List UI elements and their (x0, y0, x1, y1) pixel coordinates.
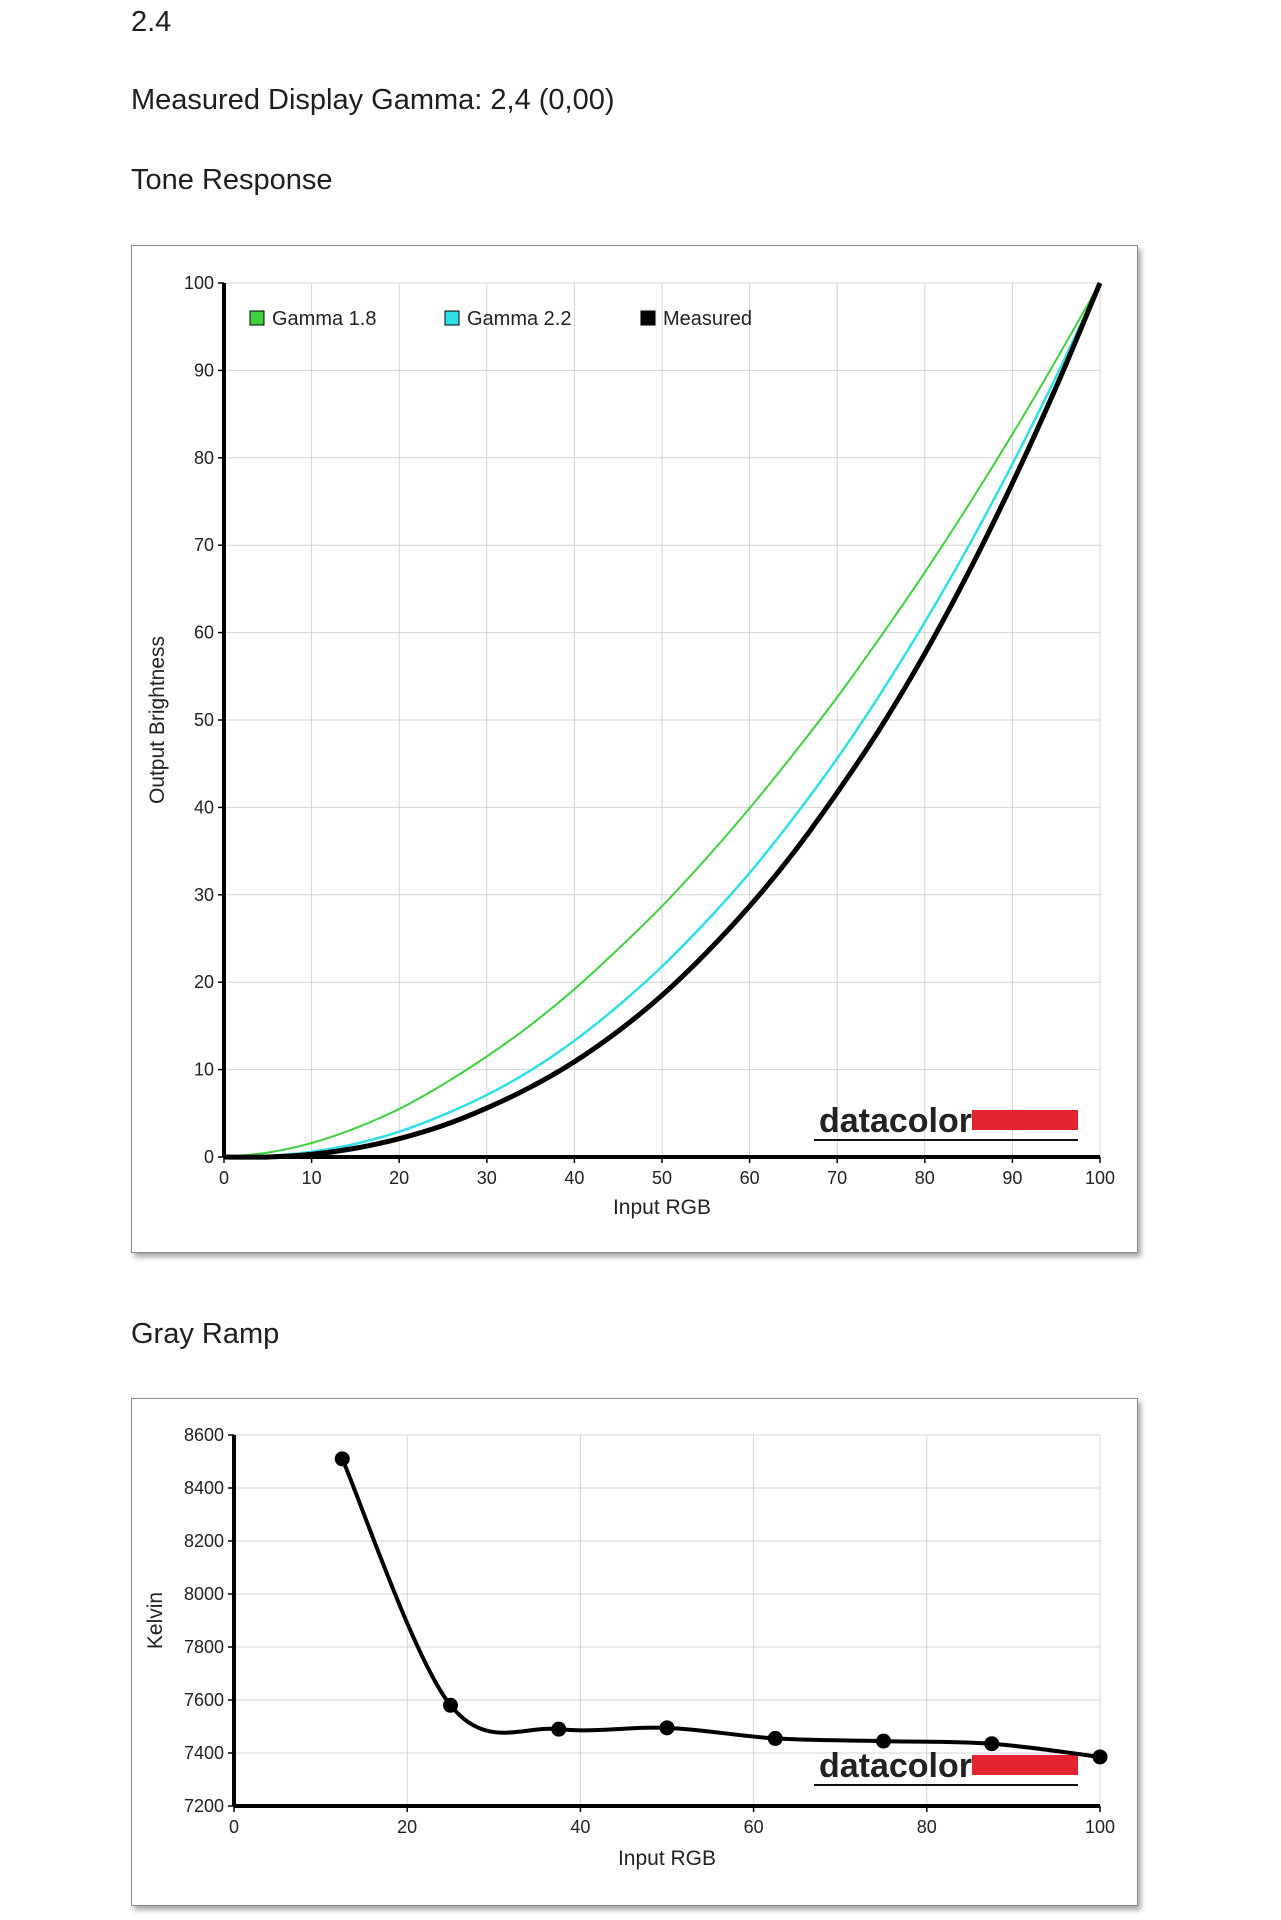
y-tick-label: 8200 (184, 1531, 224, 1551)
x-tick-label: 0 (229, 1817, 239, 1837)
measured-gamma-label: Measured Display Gamma: 2,4 (0,00) (131, 84, 615, 116)
y-tick-label: 7800 (184, 1637, 224, 1657)
series-line-gamma-2-2 (223, 282, 1102, 1159)
x-tick-label: 60 (740, 1168, 760, 1188)
datacolor-logo-bar (972, 1110, 1078, 1130)
plot-area (233, 1434, 1101, 1807)
x-tick-label: 100 (1085, 1168, 1115, 1188)
y-tick-label: 40 (194, 797, 214, 817)
datacolor-logo-bar (972, 1755, 1078, 1775)
legend-item: Gamma 2.2 (444, 308, 571, 330)
x-tick-label: 10 (302, 1168, 322, 1188)
x-axis-title: Input RGB (613, 1196, 711, 1219)
tone-response-chart: 0 10 20 30 40 50 60 70 80 90 100 0 10 20 30 40 50 60 70 80 9… (131, 245, 1138, 1253)
y-tick-label: 10 (194, 1060, 214, 1080)
y-tick-label: 30 (194, 885, 214, 905)
gray-ramp-title: Gray Ramp (131, 1318, 280, 1350)
x-tick-label: 60 (744, 1817, 764, 1837)
y-tick-label: 100 (184, 273, 214, 293)
x-tick-label: 80 (915, 1168, 935, 1188)
series-line-kelvin (340, 1458, 1101, 1759)
x-tick-label: 70 (827, 1168, 847, 1188)
x-tick-label: 50 (652, 1168, 672, 1188)
y-tick-label: 8600 (184, 1425, 224, 1445)
y-tick-label: 8400 (184, 1478, 224, 1498)
x-axis-title: Input RGB (618, 1847, 716, 1870)
data-point (551, 1721, 567, 1737)
y-tick-label: 0 (204, 1147, 214, 1167)
tone-response-plot: 0 10 20 30 40 50 60 70 80 90 100 0 10 20 30 40 50 60 70 80 9… (146, 273, 1115, 1219)
datacolor-logo: datacolor (814, 1102, 1078, 1141)
data-point (443, 1697, 458, 1713)
x-tick-label: 20 (397, 1817, 417, 1837)
data-point (767, 1730, 783, 1746)
data-point (1092, 1749, 1108, 1765)
series-line-gamma-1-8 (223, 282, 1101, 1158)
x-tick-label: 30 (477, 1168, 497, 1188)
x-tick-label: 0 (219, 1168, 229, 1188)
gamma-target-value: 2.4 (131, 6, 172, 38)
y-axis-title: Output Brightness (146, 636, 169, 804)
data-point (876, 1733, 891, 1749)
datacolor-logo: datacolor (814, 1747, 1078, 1786)
x-tick-label: 100 (1085, 1817, 1115, 1837)
y-tick-label: 7400 (184, 1743, 224, 1763)
legend-item: Measured (640, 308, 752, 330)
x-tick-label: 40 (564, 1168, 584, 1188)
y-tick-label: 60 (194, 623, 214, 643)
x-tick-label: 20 (389, 1168, 409, 1188)
y-tick-label: 80 (194, 448, 214, 468)
legend-swatch (640, 310, 656, 326)
series-line-measured (223, 282, 1103, 1160)
datacolor-logo-text: datacolor (819, 1747, 972, 1785)
x-tick-label: 80 (917, 1817, 937, 1837)
y-tick-label: 8000 (184, 1584, 224, 1604)
x-tick-label: 40 (570, 1817, 590, 1837)
y-tick-label: 50 (194, 710, 214, 730)
datacolor-logo-text: datacolor (819, 1102, 972, 1140)
data-point (984, 1736, 1000, 1752)
legend-item: Gamma 1.8 (249, 308, 376, 330)
legend-label: Measured (663, 308, 752, 330)
y-axis-title: Kelvin (144, 1592, 167, 1649)
data-point (334, 1451, 350, 1467)
y-tick-label: 70 (194, 535, 214, 555)
legend-swatch (249, 310, 265, 326)
y-tick-label: 7600 (184, 1690, 224, 1710)
x-tick-label: 90 (1002, 1168, 1022, 1188)
legend-label: Gamma 1.8 (272, 308, 376, 330)
legend-swatch (444, 310, 460, 326)
legend-label: Gamma 2.2 (467, 308, 571, 330)
gray-ramp-plot: 0 20 40 60 80 100 7200 7400 7600 7800 8000 8200 8400… (144, 1425, 1115, 1870)
tone-response-title: Tone Response (131, 164, 333, 196)
y-tick-label: 7200 (184, 1796, 224, 1816)
y-tick-label: 20 (194, 972, 214, 992)
data-point (659, 1720, 675, 1736)
gray-ramp-chart: 0 20 40 60 80 100 7200 7400 7600 7800 8000 8200 8400… (131, 1398, 1138, 1906)
y-tick-label: 90 (194, 360, 214, 380)
